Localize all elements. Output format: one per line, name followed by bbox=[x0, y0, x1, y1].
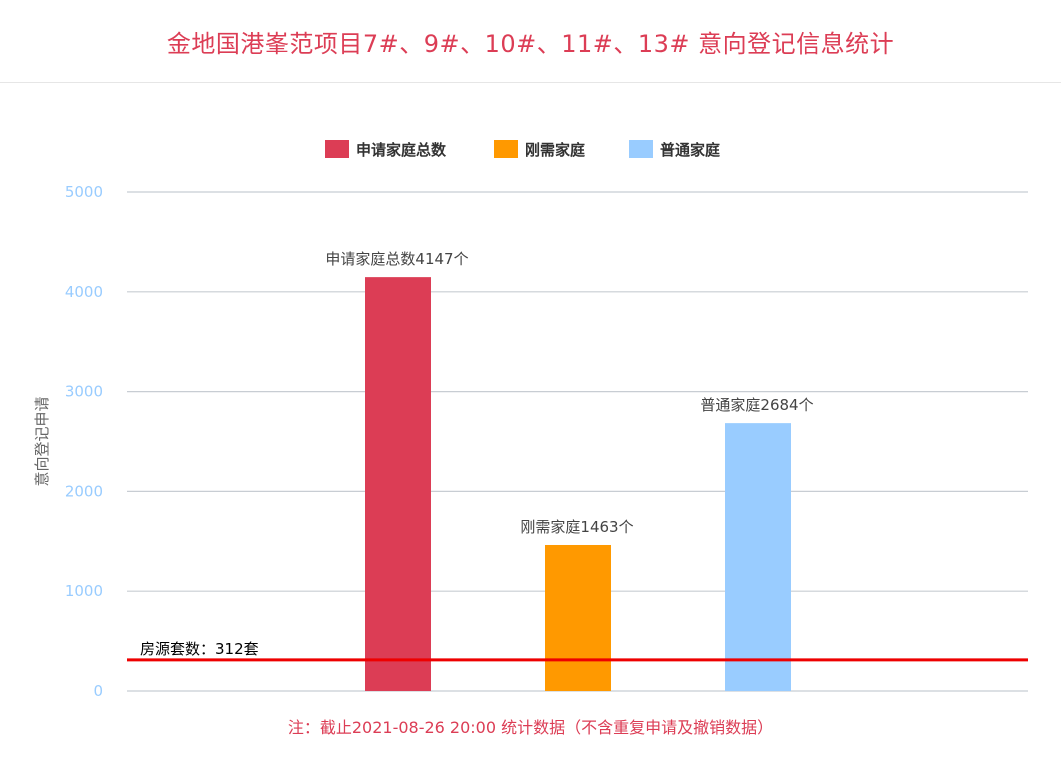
chart: 申请家庭总数 刚需家庭 普通家庭 0 1000 2000 3000 4000 5000 意向登… bbox=[33, 140, 1028, 700]
legend-swatch bbox=[325, 140, 349, 158]
legend-label: 刚需家庭 bbox=[525, 141, 586, 159]
reference-line-label: 房源套数：312套 bbox=[140, 640, 259, 658]
y-tick-label: 2000 bbox=[65, 482, 103, 500]
data-label: 普通家庭2684个 bbox=[700, 396, 813, 414]
legend-label: 申请家庭总数 bbox=[356, 141, 447, 159]
data-label: 刚需家庭1463个 bbox=[520, 518, 633, 536]
bar bbox=[725, 423, 791, 691]
legend-label: 普通家庭 bbox=[660, 141, 721, 159]
bar bbox=[545, 544, 611, 691]
legend-swatch bbox=[494, 140, 518, 158]
y-tick-label: 1000 bbox=[65, 582, 103, 600]
y-tick-label: 0 bbox=[93, 682, 103, 700]
y-tick-label: 5000 bbox=[65, 183, 103, 201]
page-title: 金地国港峯范项目7#、9#、10#、11#、13# 意向登记信息统计 bbox=[166, 29, 895, 58]
bar bbox=[365, 277, 431, 691]
legend-swatch bbox=[629, 140, 653, 158]
footnote: 注：截止2021-08-26 20:00 统计数据（不含重复申请及撤销数据） bbox=[287, 718, 774, 737]
chart-grid bbox=[127, 191, 1028, 692]
chart-legend: 申请家庭总数 刚需家庭 普通家庭 bbox=[325, 140, 721, 159]
y-tick-label: 3000 bbox=[65, 383, 103, 401]
y-axis: 0 1000 2000 3000 4000 5000 bbox=[65, 183, 103, 700]
y-axis-label: 意向登记申请 bbox=[33, 396, 51, 486]
reference-line-group: 房源套数：312套 bbox=[127, 640, 1028, 662]
header: 金地国港峯范项目7#、9#、10#、11#、13# 意向登记信息统计 bbox=[0, 0, 1061, 83]
data-label: 申请家庭总数4147个 bbox=[325, 250, 468, 268]
y-tick-label: 4000 bbox=[65, 283, 103, 301]
